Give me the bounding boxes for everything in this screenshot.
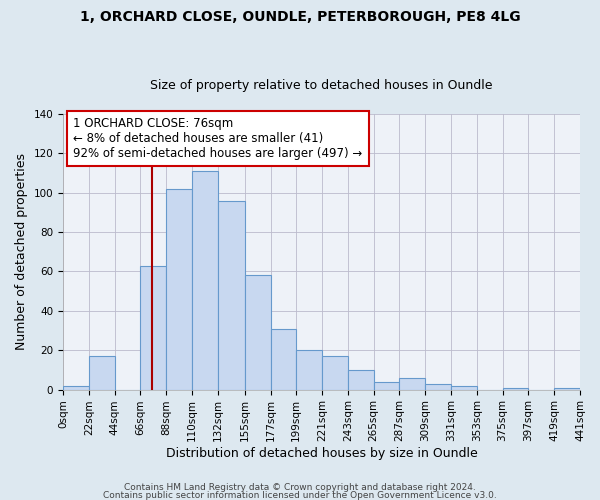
Bar (400, 378, 425, 390)
Bar (271, 328, 296, 390)
Bar (554, 388, 580, 390)
Bar (218, 200, 245, 390)
Bar (192, 171, 218, 390)
Text: Contains public sector information licensed under the Open Government Licence v3: Contains public sector information licen… (103, 490, 497, 500)
Bar (374, 382, 400, 390)
Bar (451, 386, 477, 390)
Title: Size of property relative to detached houses in Oundle: Size of property relative to detached ho… (150, 79, 493, 92)
Bar (503, 388, 529, 390)
Bar (322, 356, 348, 390)
Bar (166, 189, 192, 390)
Bar (140, 266, 166, 390)
X-axis label: Distribution of detached houses by size in Oundle: Distribution of detached houses by size … (166, 447, 478, 460)
Text: 1, ORCHARD CLOSE, OUNDLE, PETERBOROUGH, PE8 4LG: 1, ORCHARD CLOSE, OUNDLE, PETERBOROUGH, … (80, 10, 520, 24)
Bar (89, 356, 115, 390)
Text: Contains HM Land Registry data © Crown copyright and database right 2024.: Contains HM Land Registry data © Crown c… (124, 484, 476, 492)
Bar (348, 370, 374, 390)
Y-axis label: Number of detached properties: Number of detached properties (15, 154, 28, 350)
Bar (245, 276, 271, 390)
Bar (425, 384, 451, 390)
Text: 1 ORCHARD CLOSE: 76sqm
← 8% of detached houses are smaller (41)
92% of semi-deta: 1 ORCHARD CLOSE: 76sqm ← 8% of detached … (73, 117, 362, 160)
Bar (63, 386, 89, 390)
Bar (296, 350, 322, 390)
